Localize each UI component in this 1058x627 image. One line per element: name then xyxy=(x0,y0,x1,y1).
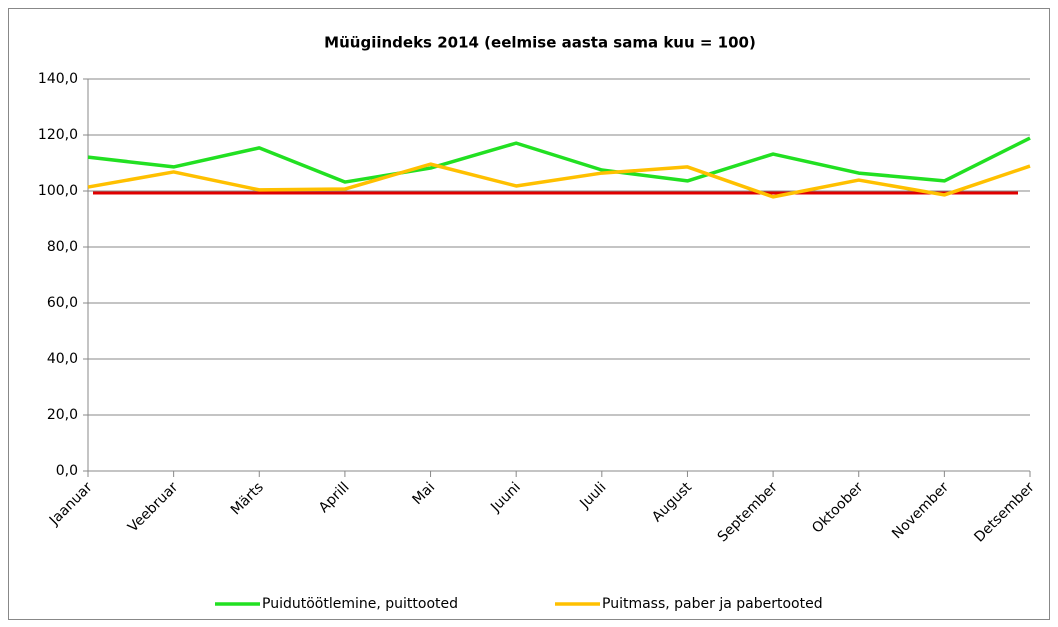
y-tick-label: 20,0 xyxy=(47,407,78,423)
series-line xyxy=(87,136,1031,184)
series-line xyxy=(87,162,1031,199)
legend-label: Puitmass, paber ja pabertooted xyxy=(602,596,823,612)
y-tick-label: 60,0 xyxy=(47,295,78,311)
legend-label: Puidutöötlemine, puittooted xyxy=(262,596,458,612)
chart-title: Müügiindeks 2014 (eelmise aasta sama kuu… xyxy=(324,34,756,52)
y-tick-label: 80,0 xyxy=(47,239,78,255)
y-tick-label: 40,0 xyxy=(47,351,78,367)
y-tick-label: 120,0 xyxy=(38,127,78,143)
chart-border xyxy=(8,8,1050,620)
y-tick-label: 0,0 xyxy=(56,463,78,479)
y-tick-label: 140,0 xyxy=(38,71,78,87)
y-tick-label: 100,0 xyxy=(38,183,78,199)
